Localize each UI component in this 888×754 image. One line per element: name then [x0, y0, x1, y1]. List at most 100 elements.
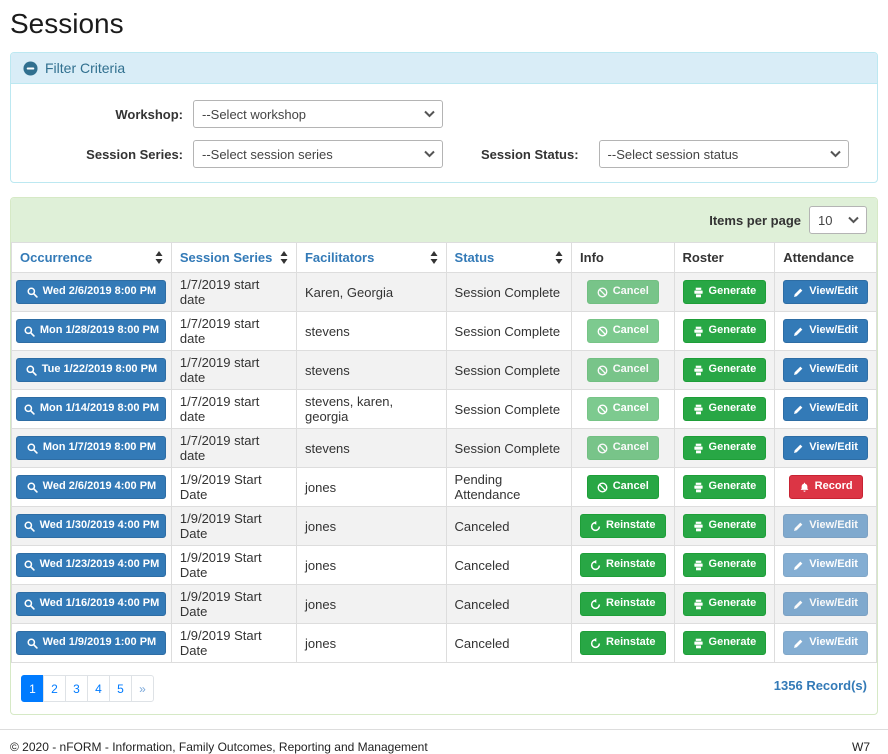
page-button-4[interactable]: 4 [87, 675, 110, 702]
view-edit-button[interactable]: View/Edit [783, 358, 868, 382]
generate-button[interactable]: Generate [683, 319, 767, 343]
filter-criteria-label: Filter Criteria [45, 60, 125, 76]
roster-cell: Generate [674, 546, 775, 585]
button-label: Reinstate [606, 636, 656, 650]
cancel-button[interactable]: Cancel [587, 475, 659, 499]
status-cell-text: Canceled [455, 636, 510, 651]
attendance-cell: View/Edit [775, 312, 877, 351]
occurrence-button[interactable]: Wed 2/6/2019 8:00 PM [16, 280, 166, 304]
info-cell: Reinstate [572, 546, 675, 585]
status-cell: Pending Attendance [446, 468, 571, 507]
button-label: Reinstate [606, 558, 656, 572]
button-label: Cancel [613, 441, 649, 455]
occurrence-cell: Wed 1/30/2019 4:00 PM [12, 507, 172, 546]
table-row: Mon 1/28/2019 8:00 PM1/7/2019 start date… [12, 312, 877, 351]
occurrence-button[interactable]: Wed 1/9/2019 1:00 PM [16, 631, 166, 655]
table-row: Wed 1/30/2019 4:00 PM1/9/2019 Start Date… [12, 507, 877, 546]
attendance-cell: View/Edit [775, 273, 877, 312]
session-status-select[interactable]: --Select session status [599, 140, 849, 168]
column-header-facilitators[interactable]: Facilitators [296, 243, 446, 273]
button-label: Mon 1/14/2019 8:00 PM [40, 402, 159, 416]
roster-cell: Generate [674, 507, 775, 546]
generate-button[interactable]: Generate [683, 553, 767, 577]
search-icon [24, 404, 35, 415]
facilitators-cell: jones [296, 546, 446, 585]
facilitators-cell: stevens, karen, georgia [296, 390, 446, 429]
view-edit-button[interactable]: View/Edit [783, 436, 868, 460]
occurrence-button[interactable]: Mon 1/7/2019 8:00 PM [16, 436, 166, 460]
generate-button[interactable]: Generate [683, 514, 767, 538]
sort-icon [280, 251, 288, 264]
generate-button[interactable]: Generate [683, 631, 767, 655]
session-status-label: Session Status: [481, 147, 579, 162]
column-label: Facilitators [305, 250, 374, 265]
occurrence-button[interactable]: Wed 1/30/2019 4:00 PM [16, 514, 166, 538]
occurrence-button[interactable]: Tue 1/22/2019 8:00 PM [16, 358, 166, 382]
button-label: Mon 1/28/2019 8:00 PM [40, 324, 159, 338]
occurrence-button[interactable]: Wed 2/6/2019 4:00 PM [16, 475, 166, 499]
view-edit-button[interactable]: View/Edit [783, 319, 868, 343]
occurrence-cell: Wed 2/6/2019 4:00 PM [12, 468, 172, 507]
pencil-icon [793, 521, 804, 532]
generate-button[interactable]: Generate [683, 592, 767, 616]
session-series-cell-text: 1/7/2019 start date [180, 433, 260, 463]
view-edit-button[interactable]: View/Edit [783, 397, 868, 421]
page-button-3[interactable]: 3 [65, 675, 88, 702]
page-button-2[interactable]: 2 [43, 675, 66, 702]
facilitators-cell-text: jones [305, 480, 336, 495]
reinstate-button[interactable]: Reinstate [580, 592, 666, 616]
info-cell: Reinstate [572, 507, 675, 546]
items-per-page-select[interactable]: 10 [809, 206, 867, 234]
reinstate-button[interactable]: Reinstate [580, 514, 666, 538]
status-cell: Canceled [446, 624, 571, 663]
info-cell: Cancel [572, 273, 675, 312]
pencil-icon [793, 599, 804, 610]
button-label: Cancel [613, 363, 649, 377]
generate-button[interactable]: Generate [683, 358, 767, 382]
ban-icon [597, 482, 608, 493]
printer-icon [693, 365, 704, 376]
column-header-session-series[interactable]: Session Series [171, 243, 296, 273]
status-cell-text: Canceled [455, 519, 510, 534]
reinstate-button[interactable]: Reinstate [580, 631, 666, 655]
generate-button[interactable]: Generate [683, 436, 767, 460]
ban-icon [597, 365, 608, 376]
workshop-select[interactable]: --Select workshop [193, 100, 443, 128]
session-series-select[interactable]: --Select session series [193, 140, 443, 168]
generate-button[interactable]: Generate [683, 475, 767, 499]
column-header-status[interactable]: Status [446, 243, 571, 273]
occurrence-cell: Wed 1/9/2019 1:00 PM [12, 624, 172, 663]
column-header-roster: Roster [674, 243, 775, 273]
button-label: Cancel [613, 285, 649, 299]
status-cell: Session Complete [446, 312, 571, 351]
button-label: View/Edit [809, 402, 858, 416]
environment-label: W7 [852, 740, 870, 754]
occurrence-button[interactable]: Wed 1/16/2019 4:00 PM [16, 592, 166, 616]
undo-icon [590, 521, 601, 532]
page-button-5[interactable]: 5 [109, 675, 132, 702]
footer: © 2020 - nFORM - Information, Family Out… [0, 729, 888, 754]
generate-button[interactable]: Generate [683, 397, 767, 421]
view-edit-button: View/Edit [783, 514, 868, 538]
occurrence-button[interactable]: Mon 1/28/2019 8:00 PM [16, 319, 166, 343]
page-button-1[interactable]: 1 [21, 675, 44, 702]
view-edit-button[interactable]: View/Edit [783, 280, 868, 304]
search-icon [24, 521, 35, 532]
record-button[interactable]: Record [789, 475, 863, 499]
button-label: Record [815, 480, 853, 494]
button-label: Wed 2/6/2019 8:00 PM [43, 285, 157, 299]
session-series-cell: 1/9/2019 Start Date [171, 585, 296, 624]
table-row: Wed 2/6/2019 4:00 PM1/9/2019 Start Datej… [12, 468, 877, 507]
next-page-button[interactable]: » [131, 675, 154, 702]
sort-icon [430, 251, 438, 264]
occurrence-button[interactable]: Wed 1/23/2019 4:00 PM [16, 553, 166, 577]
button-label: View/Edit [809, 636, 858, 650]
occurrence-button[interactable]: Mon 1/14/2019 8:00 PM [16, 397, 166, 421]
column-header-occurrence[interactable]: Occurrence [12, 243, 172, 273]
info-cell: Reinstate [572, 585, 675, 624]
button-label: Wed 1/23/2019 4:00 PM [40, 558, 160, 572]
reinstate-button[interactable]: Reinstate [580, 553, 666, 577]
filter-header[interactable]: Filter Criteria [11, 53, 877, 84]
button-label: Generate [709, 285, 757, 299]
generate-button[interactable]: Generate [683, 280, 767, 304]
